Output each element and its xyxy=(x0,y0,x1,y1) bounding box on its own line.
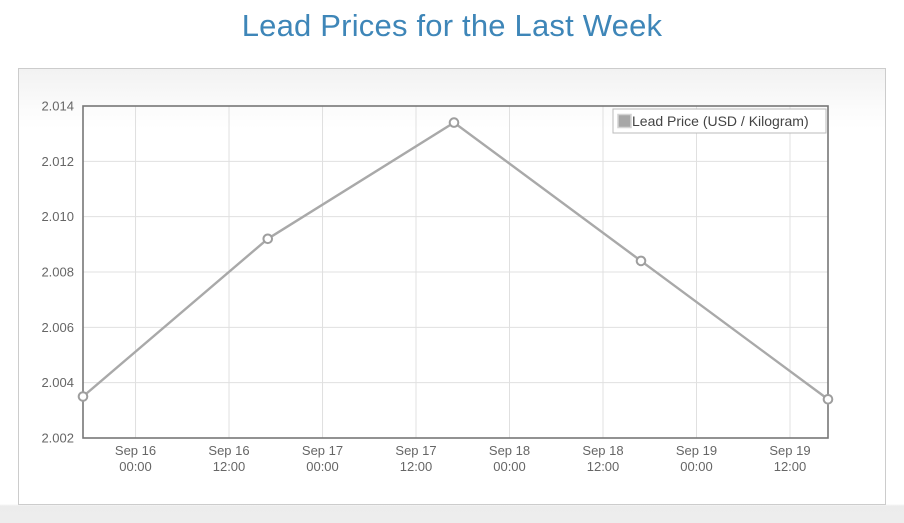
x-axis-tick-time: 12:00 xyxy=(213,459,246,474)
y-axis-tick-label: 2.006 xyxy=(41,320,74,335)
x-axis-tick-date: Sep 18 xyxy=(582,443,623,458)
x-axis-tick-time: 12:00 xyxy=(400,459,433,474)
x-axis-tick-time: 12:00 xyxy=(587,459,620,474)
data-point-marker[interactable] xyxy=(635,255,647,267)
x-axis-tick-time: 00:00 xyxy=(493,459,526,474)
x-axis-tick-time: 00:00 xyxy=(119,459,152,474)
y-axis-tick-label: 2.014 xyxy=(41,99,74,114)
legend-box[interactable] xyxy=(612,108,827,134)
x-axis-tick-time: 00:00 xyxy=(306,459,339,474)
chart-panel: 2.014 2.012 2.010 2.008 2.006 2.004 2.002 Sep 1… xyxy=(18,68,886,505)
x-axis-tick-date: Sep 18 xyxy=(489,443,530,458)
page-title: Lead Prices for the Last Week xyxy=(241,8,663,43)
y-axis-tick-label: 2.008 xyxy=(41,265,74,280)
data-point-marker[interactable] xyxy=(262,233,274,245)
data-point-marker[interactable] xyxy=(77,391,89,402)
x-axis-tick-date: Sep 17 xyxy=(302,443,343,458)
x-axis-tick-date: Sep 19 xyxy=(676,443,717,458)
y-axis-tick-label: 2.010 xyxy=(41,209,74,224)
data-point-marker[interactable] xyxy=(822,393,834,405)
legend-label: Lead Price (USD / Kilogram) xyxy=(632,113,809,129)
x-axis-tick-date: Sep 16 xyxy=(115,443,156,458)
y-axis-tick-label: 2.004 xyxy=(41,375,74,390)
x-axis-tick-date: Sep 16 xyxy=(208,443,249,458)
x-axis-tick-time: 00:00 xyxy=(680,459,713,474)
plot-border xyxy=(82,105,829,439)
x-axis-tick-date: Sep 17 xyxy=(395,443,436,458)
lead-price-line-chart[interactable]: 2.014 2.012 2.010 2.008 2.006 2.004 2.002 Sep 1… xyxy=(19,69,885,504)
y-axis-tick-label: 2.002 xyxy=(41,431,74,446)
data-point-marker[interactable] xyxy=(448,117,460,128)
price-line xyxy=(82,121,829,401)
x-axis-tick-date: Sep 19 xyxy=(769,443,810,458)
legend-swatch-icon xyxy=(617,113,632,129)
y-axis-tick-label: 2.012 xyxy=(41,154,74,169)
x-axis-tick-time: 12:00 xyxy=(774,459,807,474)
